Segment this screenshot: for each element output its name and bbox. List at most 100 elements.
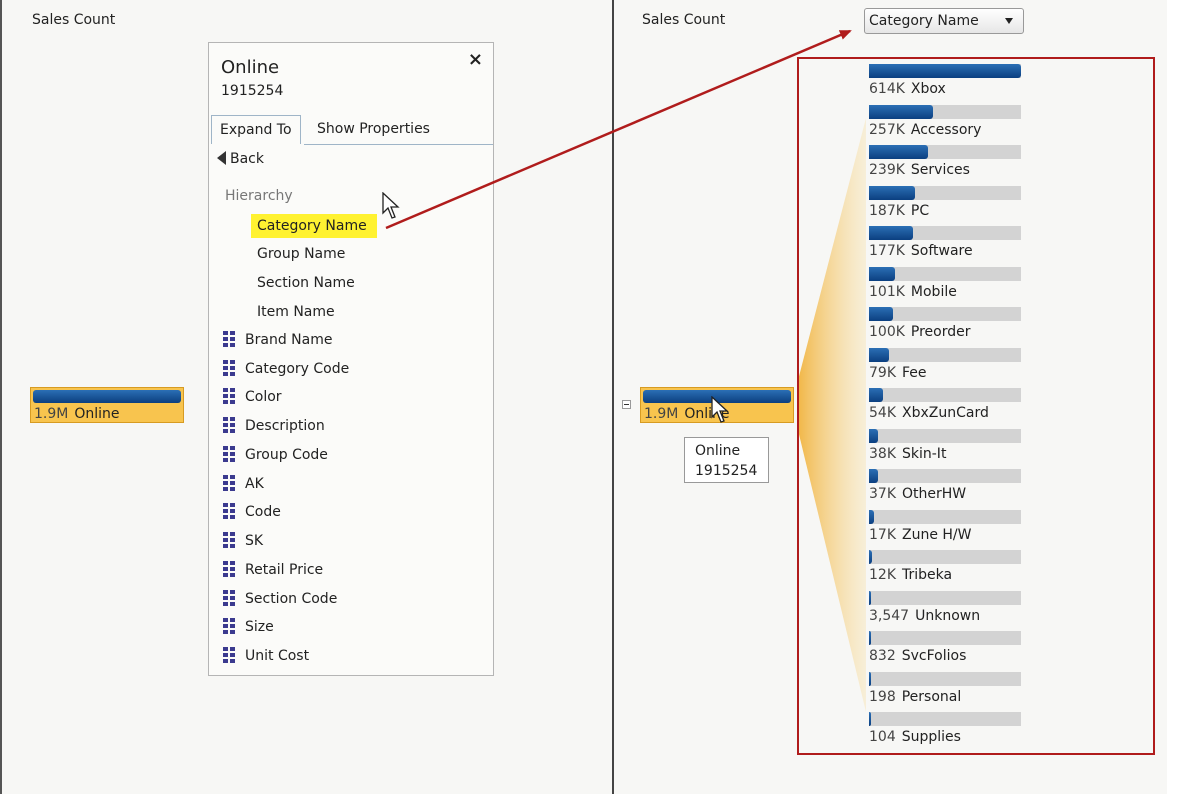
field-sk[interactable]: SK — [223, 530, 263, 552]
back-arrow-icon — [217, 151, 226, 165]
child-node[interactable]: 79K Fee — [869, 346, 1021, 386]
child-node[interactable]: 104 Supplies — [869, 710, 1021, 750]
table-column-icon — [223, 360, 235, 376]
bar-track — [869, 510, 1021, 524]
bar-fill — [869, 591, 871, 605]
field-unit-cost[interactable]: Unit Cost — [223, 645, 309, 667]
table-column-icon — [223, 647, 235, 663]
child-label: 257K Accessory — [869, 122, 982, 138]
bar-fill — [869, 307, 893, 321]
hierarchy-item-category-name[interactable]: Category Name — [251, 214, 377, 238]
pane-title: Sales Count — [32, 12, 116, 28]
tooltip-value: 1915254 — [695, 463, 758, 479]
bar-track — [869, 712, 1021, 726]
table-column-icon — [223, 503, 235, 519]
child-label: 101K Mobile — [869, 284, 957, 300]
child-label: 187K PC — [869, 203, 930, 219]
child-label: 3,547 Unknown — [869, 608, 981, 624]
bar-track — [869, 672, 1021, 686]
child-label: 79K Fee — [869, 365, 927, 381]
chevron-down-icon — [1005, 18, 1013, 24]
table-column-icon — [223, 331, 235, 347]
child-label: 12K Tribeka — [869, 567, 953, 583]
field-color[interactable]: Color — [223, 386, 282, 408]
child-node[interactable]: 257K Accessory — [869, 103, 1021, 143]
bar-track — [869, 307, 1021, 321]
child-label: 177K Software — [869, 243, 973, 259]
popup-value: 1915254 — [221, 83, 284, 99]
bar-fill — [869, 145, 928, 159]
hierarchy-item-section-name[interactable]: Section Name — [257, 275, 355, 291]
bar-fill — [869, 388, 883, 402]
child-label: 832 SvcFolios — [869, 648, 967, 664]
root-node-label: 1.9M Online — [34, 406, 120, 422]
root-node-bar — [643, 390, 791, 403]
child-node[interactable]: 54K XbxZunCard — [869, 386, 1021, 426]
annotation-highlight-box — [797, 57, 1155, 755]
field-brand-name[interactable]: Brand Name — [223, 329, 332, 351]
child-node[interactable]: 37K OtherHW — [869, 467, 1021, 507]
bar-track — [869, 429, 1021, 443]
bar-fill — [869, 510, 874, 524]
child-label: 100K Preorder — [869, 324, 971, 340]
pane-title: Sales Count — [642, 12, 726, 28]
bar-fill — [869, 105, 933, 119]
bar-fill — [869, 348, 889, 362]
hierarchy-label: Hierarchy — [225, 188, 293, 204]
bar-fill — [869, 186, 915, 200]
child-node[interactable]: 3,547 Unknown — [869, 589, 1021, 629]
hierarchy-item-group-name[interactable]: Group Name — [257, 246, 346, 262]
bar-fill — [869, 64, 1021, 78]
bar-fill — [869, 631, 871, 645]
table-column-icon — [223, 446, 235, 462]
bar-track — [869, 388, 1021, 402]
child-node[interactable]: 12K Tribeka — [869, 548, 1021, 588]
root-node-bar — [33, 390, 181, 403]
collapse-icon[interactable] — [622, 400, 631, 409]
field-description[interactable]: Description — [223, 415, 325, 437]
root-node-online[interactable]: 1.9M Online — [30, 387, 184, 423]
tab-expand-to[interactable]: Expand To — [211, 115, 301, 144]
child-node[interactable]: 614K Xbox — [869, 62, 1021, 102]
bar-fill — [869, 469, 878, 483]
field-retail-price[interactable]: Retail Price — [223, 559, 323, 581]
child-node[interactable]: 239K Services — [869, 143, 1021, 183]
child-node[interactable]: 38K Skin-It — [869, 427, 1021, 467]
table-column-icon — [223, 417, 235, 433]
child-node[interactable]: 198 Personal — [869, 670, 1021, 710]
back-button[interactable]: Back — [217, 151, 264, 167]
bar-track — [869, 267, 1021, 281]
popup-title: Online — [221, 57, 280, 78]
child-label: 198 Personal — [869, 689, 962, 705]
child-node[interactable]: 832 SvcFolios — [869, 629, 1021, 669]
child-node[interactable]: 187K PC — [869, 184, 1021, 224]
bar-track — [869, 550, 1021, 564]
tooltip-title: Online — [695, 443, 741, 459]
level-dropdown[interactable]: Category Name — [864, 8, 1024, 34]
field-size[interactable]: Size — [223, 616, 274, 638]
bar-fill — [869, 550, 872, 564]
field-category-code[interactable]: Category Code — [223, 358, 349, 380]
bar-fill — [869, 712, 871, 726]
table-column-icon — [223, 532, 235, 548]
bar-track — [869, 469, 1021, 483]
field-ak[interactable]: AK — [223, 473, 264, 495]
child-node[interactable]: 101K Mobile — [869, 265, 1021, 305]
bar-fill — [869, 226, 913, 240]
field-section-code[interactable]: Section Code — [223, 588, 337, 610]
bar-fill — [869, 429, 878, 443]
child-label: 54K XbxZunCard — [869, 405, 989, 421]
child-label: 17K Zune H/W — [869, 527, 972, 543]
bar-track — [869, 631, 1021, 645]
child-label: 104 Supplies — [869, 729, 961, 745]
child-label: 37K OtherHW — [869, 486, 967, 502]
field-code[interactable]: Code — [223, 501, 281, 523]
field-group-code[interactable]: Group Code — [223, 444, 328, 466]
hierarchy-item-item-name[interactable]: Item Name — [257, 304, 335, 320]
child-node[interactable]: 17K Zune H/W — [869, 508, 1021, 548]
table-column-icon — [223, 561, 235, 577]
mouse-pointer-icon — [711, 396, 729, 423]
child-node[interactable]: 177K Software — [869, 224, 1021, 264]
child-node[interactable]: 100K Preorder — [869, 305, 1021, 345]
child-label: 38K Skin-It — [869, 446, 947, 462]
